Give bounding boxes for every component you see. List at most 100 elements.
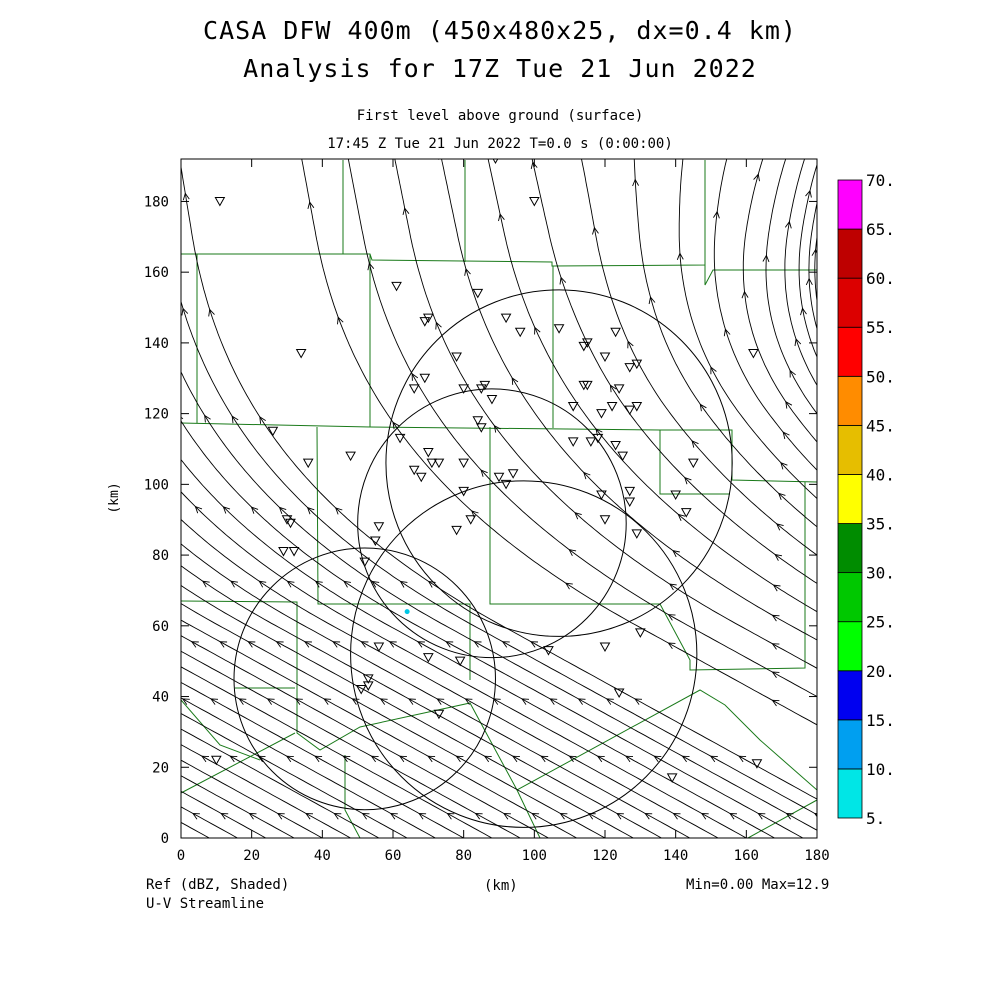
streamline-arrowhead — [392, 421, 400, 430]
streamline-arrowhead — [275, 641, 284, 648]
streamline-arrowhead — [549, 698, 558, 705]
station-marker — [596, 490, 607, 500]
streamline-arrowhead — [75, 304, 81, 311]
streamline-arrowhead — [411, 372, 419, 381]
streamline-arrowhead — [699, 403, 707, 412]
station-marker — [500, 479, 512, 490]
x-axis-unit: (km) — [484, 878, 518, 894]
x-tick-label: 80 — [455, 848, 472, 864]
colorbar-label: 35. — [866, 515, 895, 534]
streamline-arrowhead — [672, 813, 681, 820]
colorbar-label: 10. — [866, 760, 895, 779]
colorbar-label: 50. — [866, 367, 895, 386]
county-boundary-segment — [704, 265, 817, 286]
streamline — [42, 824, 68, 838]
streamline-arrowhead — [785, 400, 793, 409]
radar-range-ring — [357, 388, 627, 659]
streamline-arrowhead — [399, 580, 408, 588]
colorbar-swatch — [837, 523, 863, 574]
station-marker — [394, 433, 406, 444]
streamline-arrowhead — [824, 166, 830, 173]
station-marker — [617, 451, 629, 462]
streamline — [181, 164, 817, 800]
colorbar-swatch — [837, 474, 863, 524]
streamline-arrowhead — [181, 307, 189, 316]
chart-title-line1: CASA DFW 400m (450x480x25, dx=0.4 km) — [203, 16, 797, 45]
streamline-arrowhead — [307, 201, 315, 210]
streamline — [181, 728, 380, 838]
streamline — [633, 159, 817, 528]
streamline-arrowhead — [821, 194, 827, 201]
station-marker — [458, 486, 470, 497]
streamline — [713, 159, 817, 471]
streamline-arrowhead — [98, 699, 105, 705]
streamline-arrowhead — [155, 307, 161, 314]
station-marker — [278, 547, 289, 557]
streamline-arrowhead — [813, 813, 817, 818]
streamline-arrowhead — [762, 254, 770, 263]
streamline-arrowhead — [480, 469, 488, 477]
streamline-arrowhead — [667, 614, 676, 621]
station-marker — [592, 433, 604, 444]
streamline-arrowhead — [800, 307, 807, 316]
streamline-arrowhead — [780, 461, 788, 470]
chart-subtitle-level: First level above ground (surface) — [356, 108, 644, 124]
streamline-arrowhead — [805, 277, 813, 286]
streamline-arrowhead — [95, 413, 101, 420]
x-axis: 0 20 40 60 80 100 120 140 160 180 — [177, 159, 830, 864]
streamline-arrowhead — [676, 252, 684, 260]
streamline — [181, 518, 719, 838]
streamline-arrowhead — [653, 755, 662, 763]
streamline-arrowhead — [182, 192, 190, 201]
streamline-arrowhead — [605, 698, 614, 705]
colorbar: 5. 10. 15. 20. 25. 30. 35. 40. 45. 50. 55. 60. 65. 70… — [837, 171, 895, 828]
streamline-arrowhead — [139, 506, 146, 513]
station-marker — [585, 437, 597, 447]
streamline — [531, 159, 817, 584]
station-marker — [214, 196, 226, 207]
station-marker — [599, 642, 611, 653]
streamline-arrowhead — [530, 161, 538, 170]
echo-dot — [404, 609, 410, 615]
streamline-arrowhead — [389, 813, 398, 820]
station-marker — [634, 628, 646, 638]
colorbar-swatch — [837, 621, 863, 672]
streamline-arrowhead — [753, 173, 760, 182]
station-marker — [493, 472, 505, 483]
streamline-arrowhead — [625, 755, 634, 763]
station-marker — [433, 458, 445, 469]
colorbar-swatch — [837, 572, 863, 623]
streamline-arrowhead — [595, 428, 603, 436]
station-marker — [422, 653, 434, 663]
streamline-arrowhead — [201, 580, 210, 588]
colorbar-swatch — [837, 670, 863, 721]
streamline — [181, 619, 577, 838]
station-marker — [486, 394, 498, 405]
colorbar-label: 60. — [866, 269, 895, 288]
station-marker — [599, 352, 611, 363]
station-marker — [281, 515, 293, 525]
streamline-arrowhead — [723, 328, 731, 337]
streamline-arrowhead — [259, 416, 266, 424]
streamline-arrowhead — [117, 756, 124, 762]
streamline-arrowhead — [691, 440, 699, 448]
streamline-arrowhead — [306, 506, 315, 515]
streamline-arrowhead — [126, 699, 133, 705]
streamline — [301, 159, 817, 726]
streamline-arrowhead — [181, 581, 182, 583]
station-markers — [210, 159, 763, 783]
radar-range-ring — [385, 289, 733, 637]
streamline-arrowhead — [784, 220, 792, 229]
streamline-arrowhead — [314, 755, 323, 763]
county-boundary-segment — [659, 430, 730, 495]
streamline-arrowhead — [438, 159, 440, 160]
streamline-arrowhead — [559, 276, 567, 285]
streamline-arrowhead — [210, 698, 219, 705]
colorbar-label: 55. — [866, 318, 895, 337]
station-marker — [751, 759, 763, 769]
streamline-arrowhead — [794, 338, 802, 347]
streamline-arrowhead — [632, 178, 639, 187]
station-marker — [624, 497, 636, 508]
y-tick-label: 140 — [144, 336, 169, 352]
colorbar-label: 15. — [866, 711, 895, 730]
